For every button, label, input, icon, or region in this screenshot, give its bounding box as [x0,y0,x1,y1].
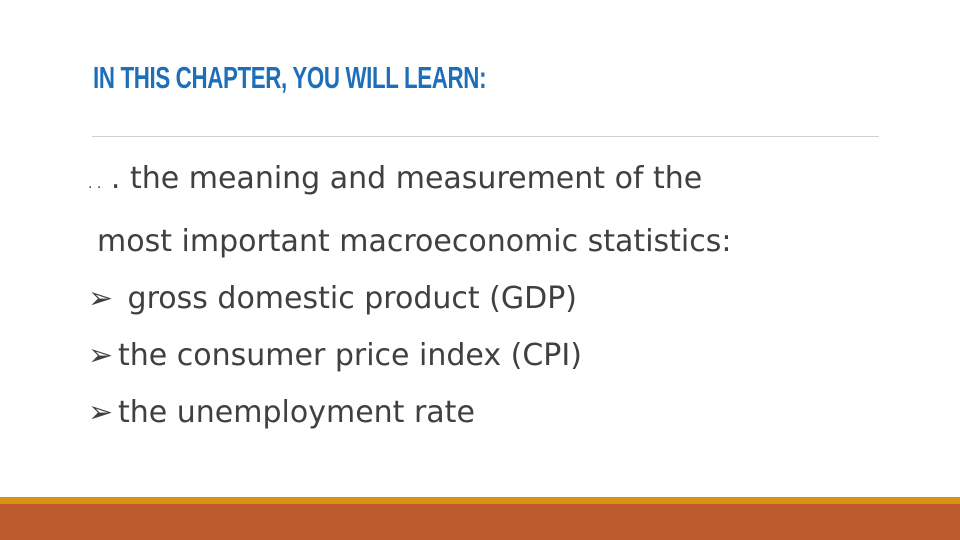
arrow-bullet-icon: ➢ [88,395,114,430]
bullet-item: ➢ the consumer price index (CPI) [88,327,731,384]
intro-line-2: most important macroeconomic statistics: [97,224,732,259]
title-divider [92,136,879,137]
footer-band-accent [0,497,960,504]
footer-band [0,504,960,540]
bullet-text: the unemployment rate [118,395,475,430]
slide-body: . . . the meaning and measurement of the… [88,150,731,441]
arrow-bullet-icon: ➢ [88,281,114,316]
arrow-bullet-icon: ➢ [88,338,114,373]
bullet-text: the consumer price index (CPI) [118,338,582,373]
bullet-item: ➢ the unemployment rate [88,384,731,441]
slide-title: IN THIS CHAPTER, YOU WILL LEARN: [93,60,487,95]
intro-line-1: . . . the meaning and measurement of the [88,150,731,213]
bullet-text: gross domestic product (GDP) [118,281,578,316]
ellipsis: . . [88,176,102,192]
bullet-item: ➢ gross domestic product (GDP) [88,270,731,327]
intro-text: . the meaning and measurement of the [110,161,703,196]
